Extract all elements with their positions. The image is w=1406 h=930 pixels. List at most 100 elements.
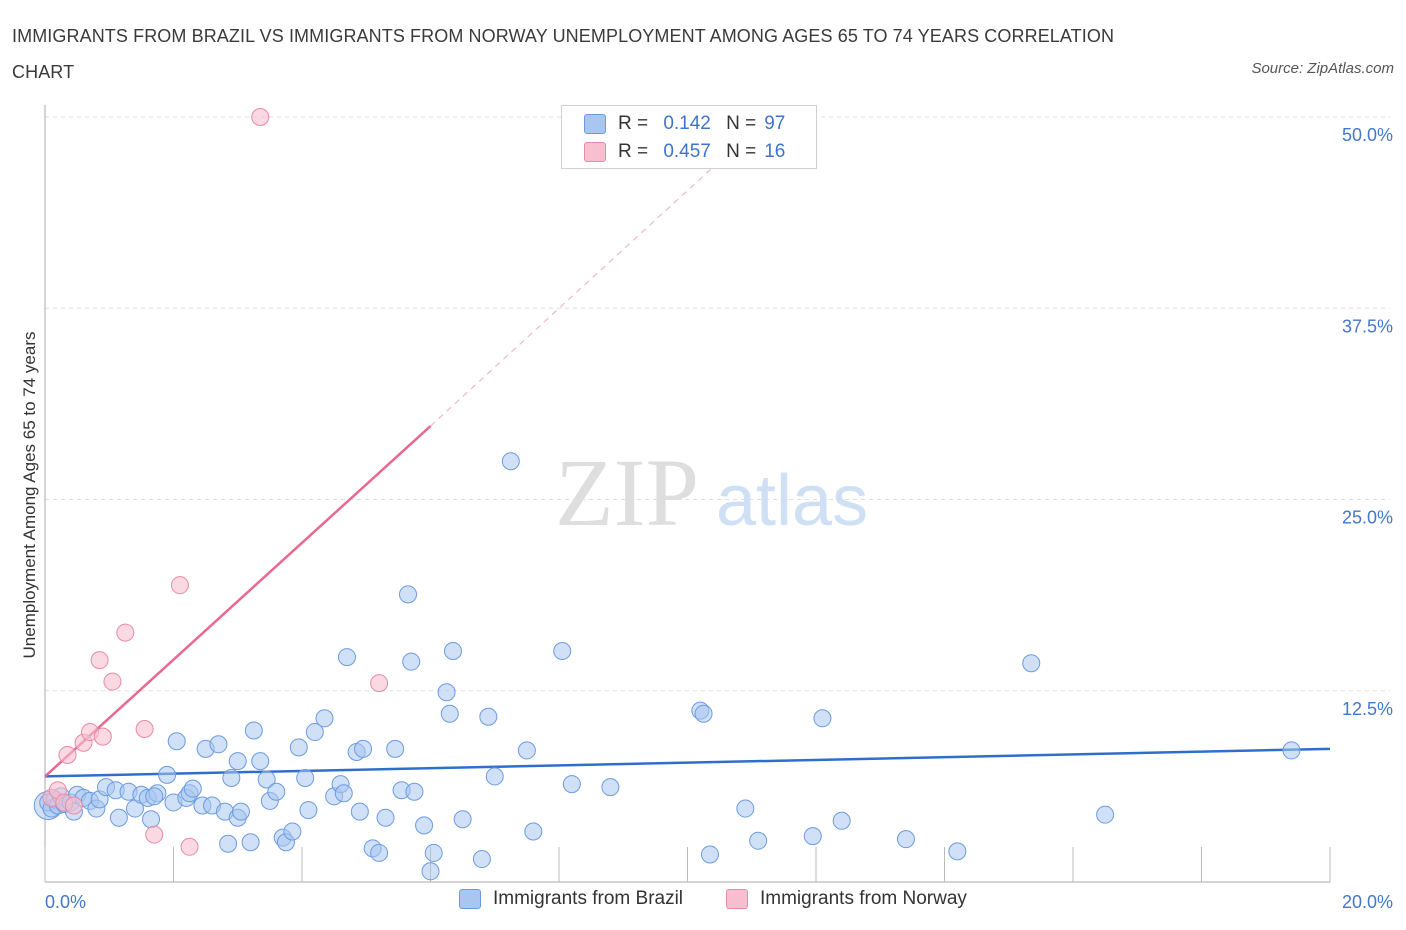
data-point-brazil	[479, 707, 498, 726]
data-point-brazil	[376, 808, 395, 827]
data-point-brazil	[370, 843, 389, 862]
stats-legend: R = 0.142 N = 97 R = 0.457 N = 16	[561, 105, 817, 169]
data-point-brazil	[405, 782, 424, 801]
data-point-brazil	[501, 452, 520, 471]
data-point-brazil	[402, 652, 421, 671]
data-point-norway	[103, 672, 122, 691]
y-tick-label: 25.0%	[1342, 508, 1393, 528]
data-point-brazil	[145, 787, 164, 806]
data-point-brazil	[562, 775, 581, 794]
data-point-brazil	[299, 801, 318, 820]
brazil-n-value: 97	[764, 113, 786, 134]
data-point-brazil	[749, 831, 768, 850]
data-point-brazil	[472, 850, 491, 869]
y-tick-labels: 12.5% 25.0% 37.5% 50.0%	[1342, 125, 1393, 719]
legend-label-brazil: Immigrants from Brazil	[493, 888, 684, 909]
data-point-brazil	[228, 752, 247, 771]
data-point-norway	[170, 576, 189, 595]
r-label: R =	[618, 141, 649, 162]
data-point-brazil	[485, 767, 504, 786]
brazil-r-value: 0.142	[663, 113, 711, 134]
series-norway	[42, 108, 389, 856]
data-point-norway	[64, 796, 83, 815]
legend-item-norway[interactable]: Immigrants from Norway	[726, 888, 967, 910]
legend-label-norway: Immigrants from Norway	[760, 888, 967, 909]
data-point-brazil	[337, 648, 356, 667]
data-point-brazil	[601, 778, 620, 797]
r-label: R =	[618, 113, 649, 134]
y-tick-label: 37.5%	[1342, 316, 1393, 336]
norway-swatch	[584, 142, 606, 162]
data-point-norway	[370, 674, 389, 693]
data-point-brazil	[813, 709, 832, 728]
data-point-brazil	[517, 741, 536, 760]
data-point-norway	[180, 837, 199, 856]
data-point-brazil	[1096, 805, 1115, 824]
n-label: N =	[726, 113, 757, 134]
data-point-brazil	[158, 765, 177, 784]
data-point-brazil	[896, 830, 915, 849]
watermark: ZIP atlas	[555, 439, 868, 546]
n-label: N =	[726, 141, 757, 162]
data-point-norway	[251, 108, 270, 126]
data-point-brazil	[736, 799, 755, 818]
trend-line-norway	[44, 425, 432, 778]
data-point-norway	[135, 720, 154, 738]
data-point-brazil	[1022, 654, 1041, 673]
data-point-brazil	[424, 843, 443, 862]
data-point-brazil	[167, 732, 186, 751]
data-point-brazil	[241, 833, 260, 852]
data-point-brazil	[524, 822, 543, 841]
data-point-brazil	[553, 641, 572, 660]
data-point-brazil	[440, 704, 459, 723]
data-point-brazil	[296, 768, 315, 787]
data-point-brazil	[832, 811, 851, 830]
data-point-norway	[90, 651, 109, 670]
data-point-brazil	[700, 845, 719, 864]
data-point-brazil	[1282, 741, 1301, 760]
data-point-brazil	[694, 704, 713, 723]
data-point-brazil	[803, 827, 822, 846]
trend-line-brazil	[44, 747, 1331, 778]
data-point-brazil	[305, 723, 324, 742]
legend-item-brazil[interactable]: Immigrants from Brazil	[459, 888, 683, 910]
data-point-brazil	[109, 808, 128, 827]
data-point-brazil	[415, 816, 434, 835]
legend-row-brazil: R = 0.142 N = 97	[584, 111, 785, 137]
data-point-brazil	[421, 862, 440, 881]
data-point-brazil	[350, 802, 369, 821]
source-label: Source: ZipAtlas.com	[1251, 60, 1394, 77]
data-point-norway	[93, 727, 112, 746]
data-point-norway	[58, 746, 77, 765]
series-brazil	[33, 452, 1301, 881]
data-point-brazil	[142, 810, 161, 829]
trend-lines	[44, 154, 1331, 778]
data-point-brazil	[244, 721, 263, 740]
data-point-brazil	[386, 739, 405, 758]
data-point-brazil	[399, 585, 418, 604]
grid-lines	[45, 116, 1390, 692]
data-point-norway	[116, 623, 135, 642]
x-tick-labels: 0.0% 20.0%	[45, 892, 1393, 912]
y-tick-label: 12.5%	[1342, 699, 1393, 719]
norway-r-value: 0.457	[663, 141, 711, 162]
x-tick-label: 20.0%	[1342, 892, 1393, 912]
data-point-brazil	[948, 842, 967, 861]
watermark-zip: ZIP	[555, 439, 699, 546]
y-tick-label: 50.0%	[1342, 125, 1393, 145]
axes	[44, 105, 1331, 883]
data-point-brazil	[222, 768, 241, 787]
data-point-brazil	[289, 738, 308, 757]
chart-title: IMMIGRANTS FROM BRAZIL VS IMMIGRANTS FRO…	[12, 26, 1115, 82]
data-point-brazil	[183, 779, 202, 798]
data-point-brazil	[209, 735, 228, 754]
norway-legend-swatch	[726, 889, 748, 909]
data-point-brazil	[334, 784, 353, 803]
legend-row-norway: R = 0.457 N = 16	[584, 139, 785, 165]
watermark-atlas: atlas	[716, 461, 868, 541]
data-point-brazil	[453, 810, 472, 829]
data-point-brazil	[315, 709, 334, 728]
data-point-brazil	[257, 770, 276, 789]
series-legend: Immigrants from Brazil Immigrants from N…	[0, 888, 1406, 916]
